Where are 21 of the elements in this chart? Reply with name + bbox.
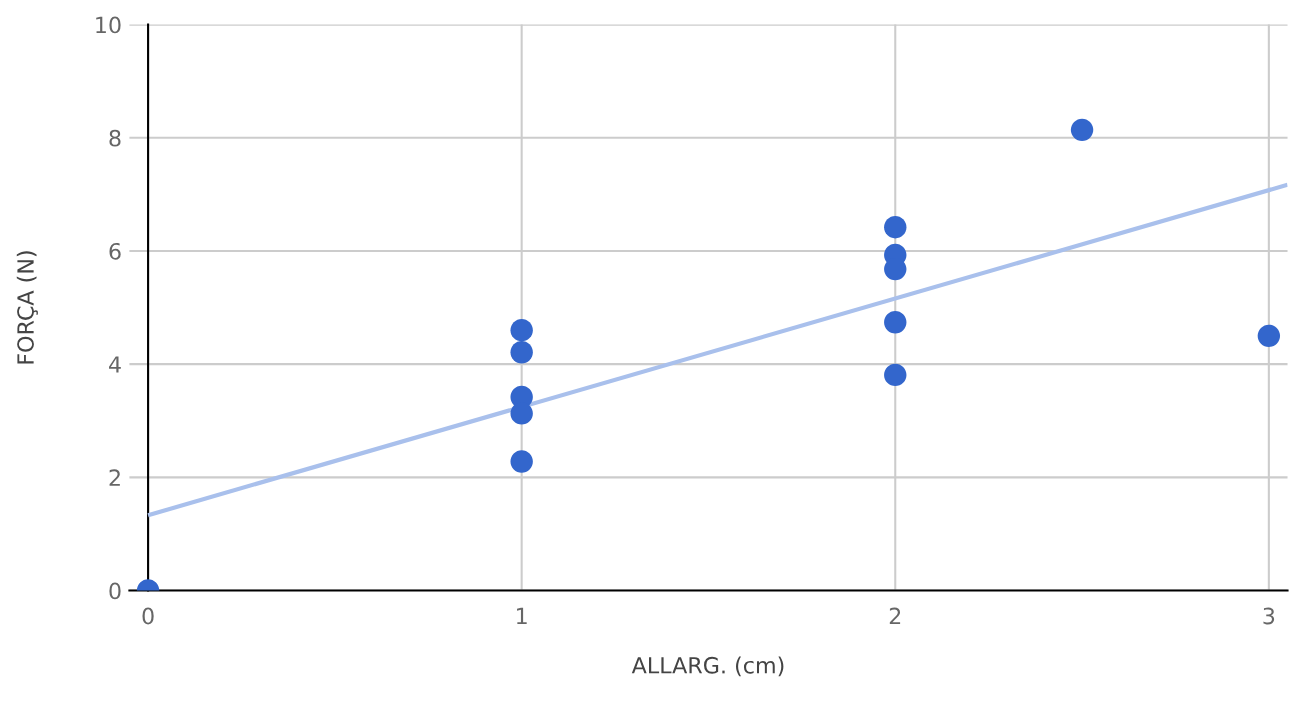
y-tick-label: 0 <box>109 582 121 600</box>
point <box>884 216 907 239</box>
y-tick-label: 10 <box>96 16 121 34</box>
x-tick-label: 2 <box>889 607 901 625</box>
x-tick-label: 3 <box>1263 607 1275 625</box>
point <box>884 363 907 387</box>
point <box>884 311 907 334</box>
y-tick-label: 2 <box>109 469 120 486</box>
y-axis-title: FORÇA (N) <box>16 251 38 364</box>
x-axis-title: ALLARG. (cm) <box>631 656 784 677</box>
x-tick-label: 1 <box>517 607 527 625</box>
point <box>510 402 533 425</box>
y-tick-label: 4 <box>109 356 121 373</box>
point <box>1070 118 1094 142</box>
y-tick-label: 6 <box>109 242 121 260</box>
point <box>510 341 533 364</box>
point <box>510 319 533 342</box>
point <box>1257 324 1281 348</box>
y-tick-label: 8 <box>109 129 121 147</box>
x-tick-label: 0 <box>142 607 154 625</box>
point <box>510 450 533 473</box>
